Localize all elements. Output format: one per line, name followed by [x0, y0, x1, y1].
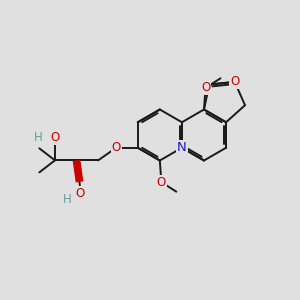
Text: O: O: [201, 81, 210, 94]
Text: O: O: [50, 131, 60, 144]
Text: H: H: [34, 131, 43, 144]
Text: O: O: [157, 176, 166, 189]
Text: H: H: [63, 193, 71, 206]
Text: O: O: [112, 141, 121, 154]
Text: N: N: [177, 141, 187, 154]
Text: O: O: [230, 75, 239, 88]
Text: O: O: [76, 187, 85, 200]
